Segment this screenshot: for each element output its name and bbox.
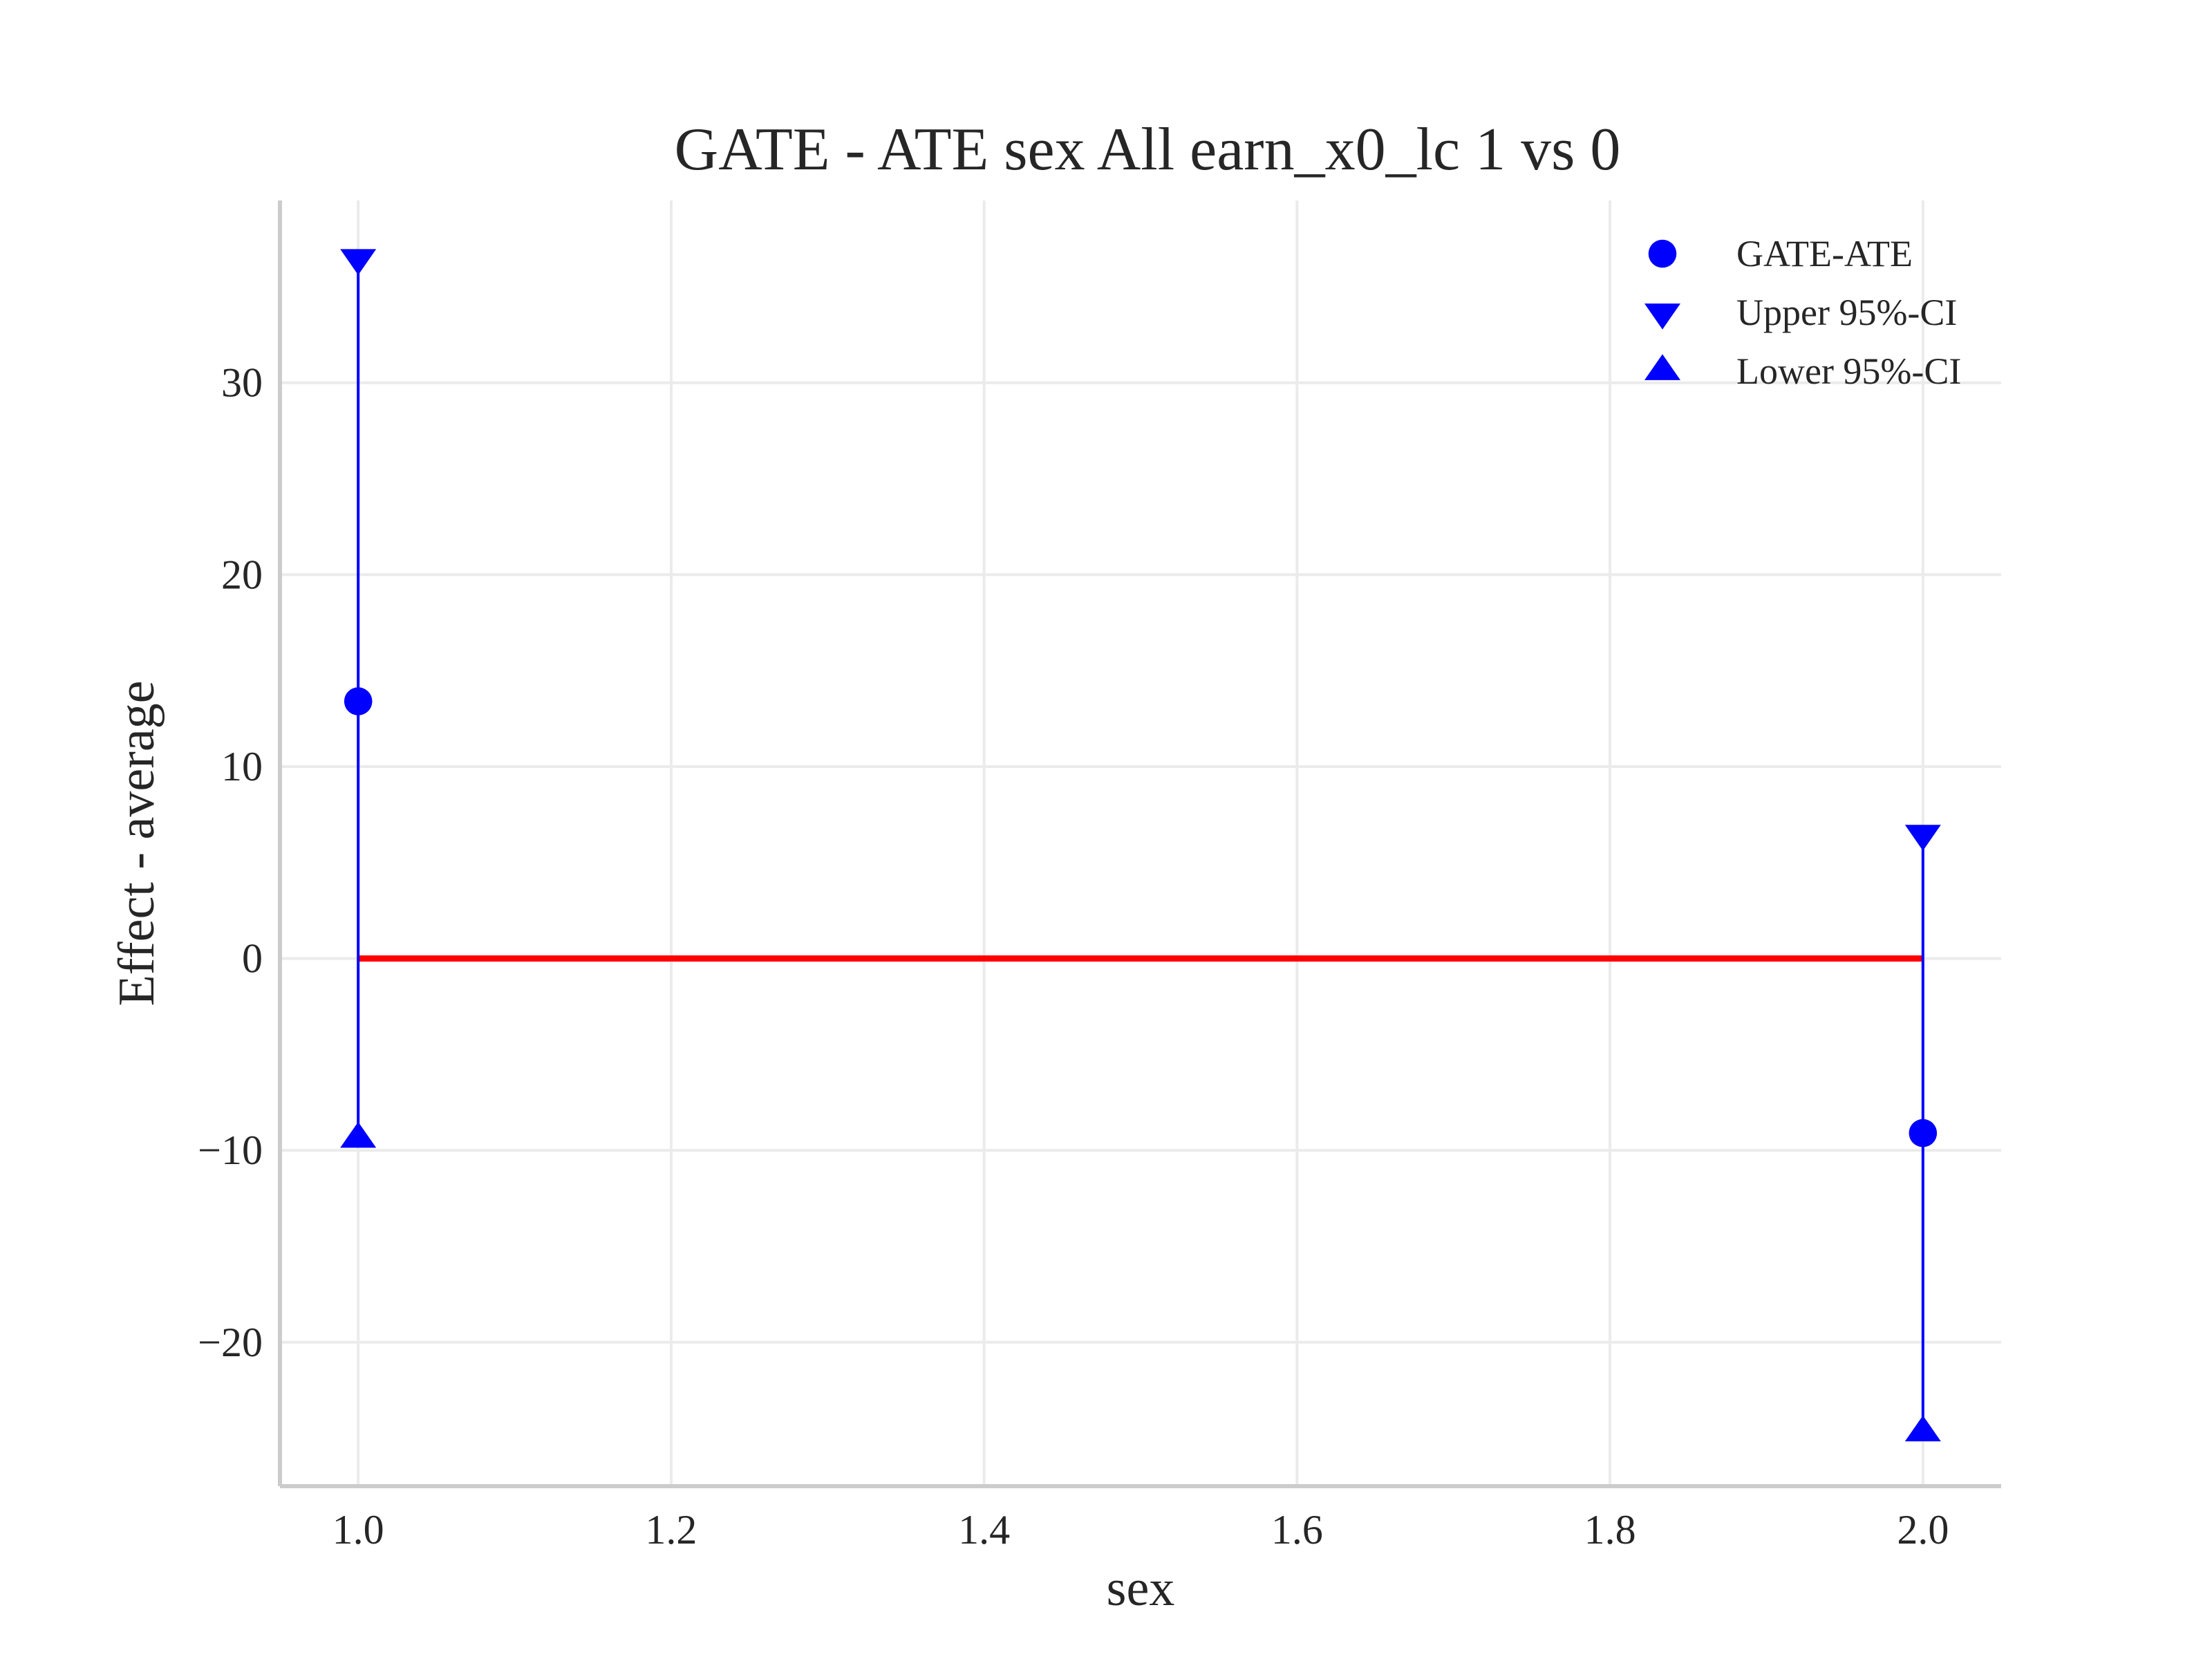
- marker-triangle-down: [340, 249, 377, 275]
- legend-marker-circle: [1648, 239, 1677, 268]
- y-tick-label: 10: [221, 744, 263, 789]
- marker-triangle-up: [340, 1121, 377, 1148]
- marker-triangle-down: [1904, 825, 1941, 851]
- y-tick-label: 20: [221, 552, 263, 597]
- y-tick-label: −10: [198, 1127, 263, 1173]
- legend-marker-triangle-up: [1644, 354, 1680, 380]
- y-tick-labels: −20 −10 0 10 20 30: [198, 360, 263, 1365]
- x-tick-label: 2.0: [1897, 1507, 1949, 1553]
- x-tick-labels: 1.0 1.2 1.4 1.6 1.8 2.0: [332, 1507, 1949, 1553]
- legend-marker-triangle-down: [1644, 303, 1680, 330]
- marker-circle: [1909, 1118, 1938, 1147]
- legend-label: Upper 95%-CI: [1736, 292, 1957, 333]
- x-tick-label: 1.0: [332, 1507, 384, 1553]
- y-axis-label: Effect - average: [109, 680, 165, 1006]
- chart-title: GATE - ATE sex All earn_x0_lc 1 vs 0: [675, 116, 1621, 183]
- legend-label: GATE-ATE: [1736, 233, 1913, 274]
- marker-circle: [344, 687, 373, 715]
- x-axis-label: sex: [1107, 1560, 1175, 1617]
- x-tick-label: 1.2: [645, 1507, 697, 1553]
- marker-triangle-up: [1904, 1415, 1941, 1442]
- x-tick-label: 1.4: [958, 1507, 1010, 1553]
- x-tick-label: 1.6: [1271, 1507, 1323, 1553]
- legend-label: Lower 95%-CI: [1736, 350, 1961, 392]
- x-tick-label: 1.8: [1584, 1507, 1636, 1553]
- y-tick-label: 30: [221, 360, 263, 406]
- data-markers: [340, 249, 1941, 1442]
- y-tick-label: −20: [198, 1320, 263, 1365]
- y-tick-label: 0: [242, 936, 263, 982]
- axes-spines: [278, 200, 2001, 1488]
- legend: GATE-ATE Upper 95%-CI Lower 95%-CI: [1644, 233, 1961, 392]
